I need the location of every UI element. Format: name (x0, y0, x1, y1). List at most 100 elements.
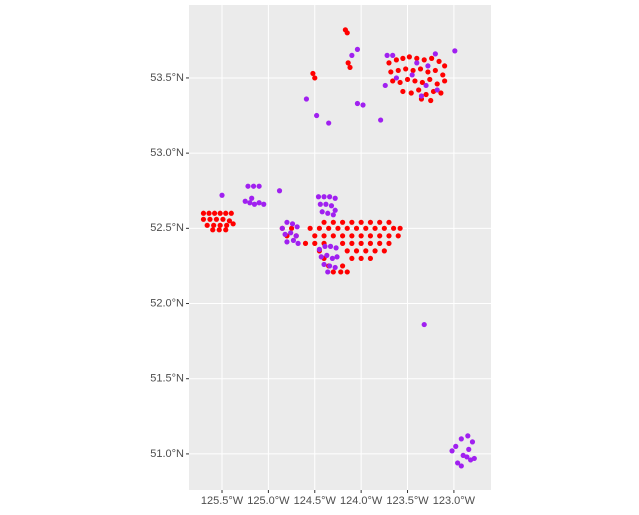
data-point (372, 248, 378, 254)
data-point (330, 233, 336, 239)
data-point (247, 200, 253, 206)
data-point (367, 240, 374, 246)
data-point (391, 225, 397, 231)
data-point (425, 69, 431, 75)
data-point (417, 66, 424, 72)
data-point (353, 225, 360, 231)
data-point (418, 93, 425, 99)
data-point (328, 203, 335, 209)
data-point (276, 188, 283, 194)
data-point (438, 90, 444, 96)
data-point (211, 222, 217, 228)
panel-background (189, 5, 491, 490)
data-point (377, 240, 383, 246)
data-point (330, 212, 336, 218)
data-point (206, 210, 212, 216)
data-point (386, 219, 392, 225)
data-point (404, 76, 411, 83)
data-point (339, 263, 346, 269)
data-point (464, 454, 470, 460)
data-point (339, 219, 346, 225)
data-point (211, 210, 218, 216)
data-point (250, 183, 257, 189)
data-point (332, 195, 338, 201)
data-point (436, 58, 442, 64)
data-point (325, 210, 331, 216)
data-point (384, 52, 390, 58)
data-point (363, 248, 369, 254)
data-point (434, 81, 440, 87)
data-point (217, 222, 223, 228)
data-point (397, 79, 403, 86)
data-point (223, 227, 229, 233)
data-point (293, 233, 299, 239)
data-point (327, 243, 334, 249)
data-point (338, 269, 344, 275)
data-point (386, 233, 392, 239)
data-point (440, 72, 446, 78)
data-point (381, 248, 387, 254)
data-point (288, 230, 294, 236)
data-point (321, 233, 327, 239)
data-point (434, 87, 440, 93)
data-point (332, 207, 338, 213)
data-point (423, 91, 429, 98)
data-point (412, 78, 418, 84)
data-point (321, 194, 327, 200)
data-point (339, 233, 346, 239)
data-point (323, 201, 329, 207)
data-point (421, 57, 427, 63)
data-point (442, 63, 448, 69)
data-point (344, 30, 350, 36)
data-point (220, 216, 226, 222)
data-point (256, 183, 262, 189)
data-point (358, 219, 364, 225)
data-point (358, 233, 364, 239)
data-point (321, 219, 327, 225)
data-point (318, 254, 324, 260)
data-point (400, 55, 406, 61)
data-point (377, 233, 383, 239)
data-point (349, 233, 355, 239)
data-point (284, 239, 290, 245)
data-point (316, 246, 323, 252)
y-tick-label: 51.0°N (150, 448, 184, 460)
data-point (242, 198, 248, 204)
data-point (312, 240, 318, 246)
data-point (295, 240, 301, 246)
data-point (453, 443, 459, 449)
data-point (429, 55, 435, 61)
data-point (377, 219, 383, 225)
data-point (333, 245, 339, 251)
data-point (327, 263, 333, 269)
data-point (425, 63, 431, 69)
data-point (378, 117, 384, 123)
data-point (403, 66, 409, 72)
data-point (416, 87, 422, 93)
y-tick-label: 51.5°N (150, 373, 184, 385)
data-point (469, 439, 476, 445)
data-point (344, 248, 350, 254)
data-point (395, 233, 401, 239)
data-point (382, 82, 388, 89)
data-point (428, 97, 434, 104)
data-point (349, 219, 355, 225)
data-point (330, 269, 336, 275)
data-point (465, 433, 471, 439)
data-point (471, 455, 477, 462)
data-point (344, 269, 350, 275)
data-point (251, 201, 258, 207)
data-point (449, 448, 455, 454)
data-point (339, 240, 346, 246)
data-point (224, 222, 230, 228)
data-point (334, 254, 340, 260)
data-point (319, 209, 325, 215)
data-point (466, 446, 472, 452)
data-point (360, 102, 366, 108)
data-point (353, 248, 360, 254)
data-point (390, 52, 396, 58)
data-point (427, 76, 433, 83)
data-point (316, 225, 323, 231)
data-point (228, 210, 234, 216)
data-point (284, 219, 290, 225)
